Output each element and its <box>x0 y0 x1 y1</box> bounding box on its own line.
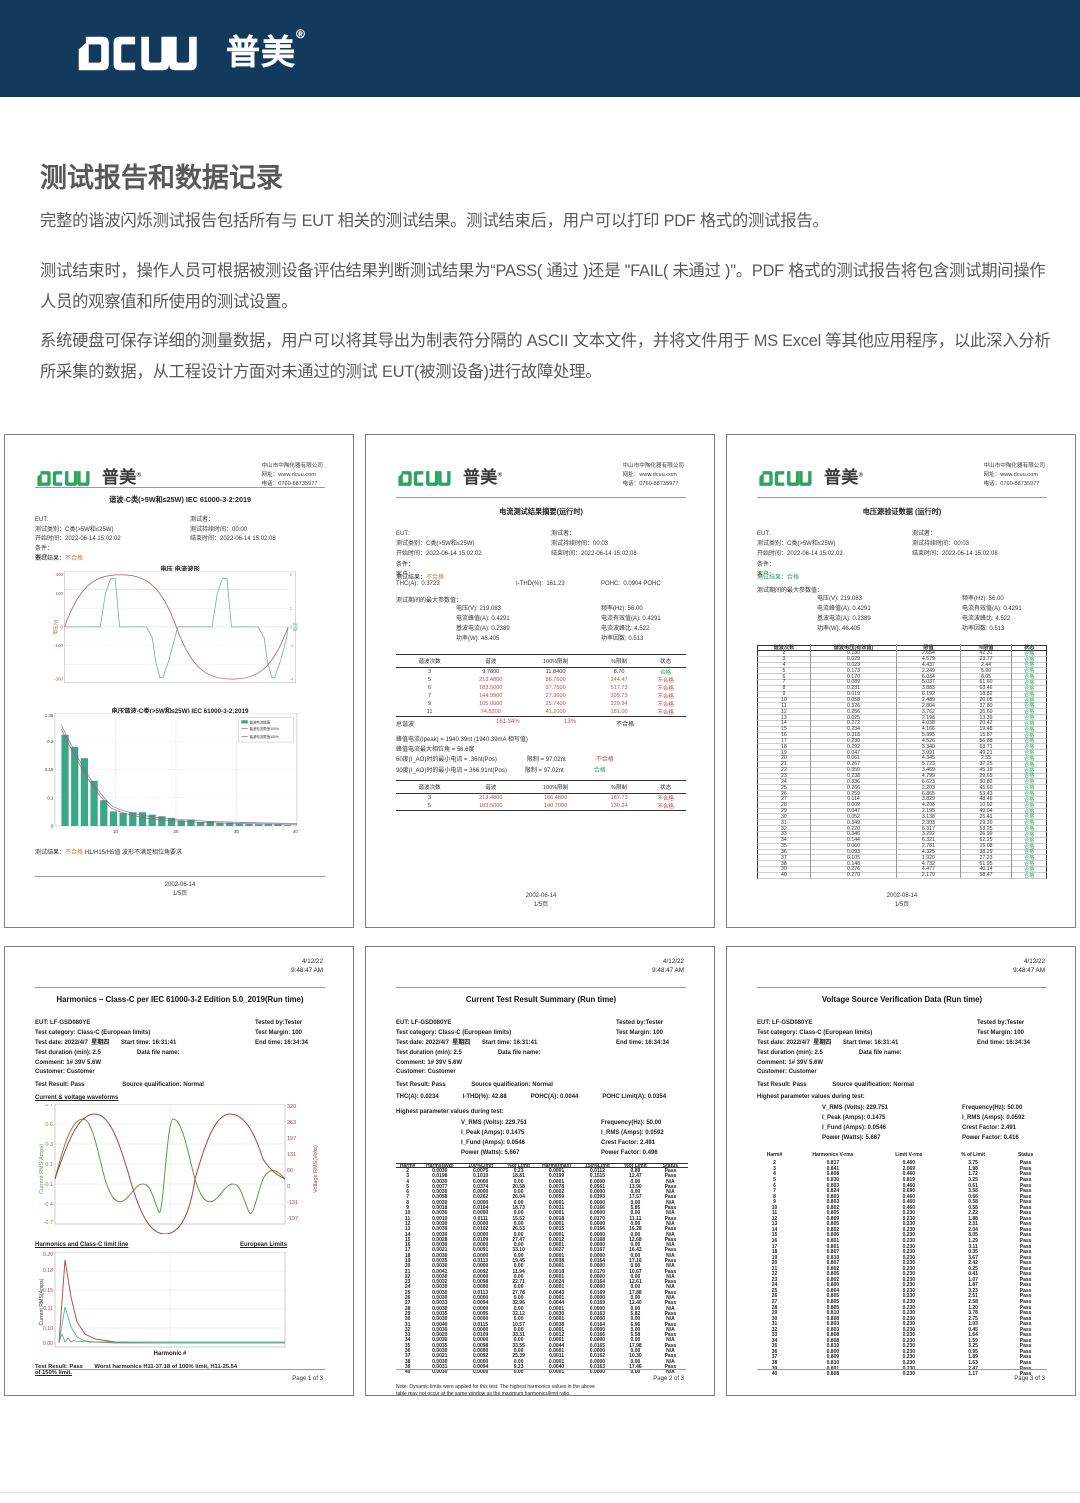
svg-text:20: 20 <box>174 829 179 834</box>
svg-text:131: 131 <box>287 1152 296 1158</box>
svg-text:0.20: 0.20 <box>43 1252 53 1258</box>
svg-text:-4: -4 <box>290 677 294 682</box>
svg-text:Current RMS(Amps): Current RMS(Amps) <box>39 1278 45 1325</box>
svg-text:263: 263 <box>287 1120 296 1126</box>
svg-text:66: 66 <box>287 1168 293 1174</box>
svg-text:0: 0 <box>51 824 54 829</box>
svg-text:0.1: 0.1 <box>45 1162 53 1168</box>
svg-text:0.6: 0.6 <box>45 1122 53 1128</box>
svg-text:320: 320 <box>287 1104 296 1110</box>
svg-text:30: 30 <box>234 829 239 834</box>
svg-text:0.1: 0.1 <box>47 795 54 800</box>
svg-text:谐波电流限值100%: 谐波电流限值100% <box>249 726 279 731</box>
svg-text:-0.4: -0.4 <box>44 1202 53 1208</box>
svg-text:197: 197 <box>287 1136 296 1142</box>
svg-text:0.00: 0.00 <box>43 1341 53 1347</box>
svg-text:1.35: 1.35 <box>45 713 54 718</box>
svg-text:0: 0 <box>287 1184 290 1190</box>
svg-text:0.7: 0.7 <box>45 1104 53 1108</box>
svg-text:0.2: 0.2 <box>47 739 54 744</box>
svg-text:谐波电流幅值: 谐波电流幅值 <box>249 719 270 724</box>
svg-text:40: 40 <box>293 829 298 834</box>
svg-text:Current RMS(Amps): Current RMS(Amps) <box>39 1144 45 1194</box>
svg-text:电流: 电流 <box>292 622 299 631</box>
svg-text:-197: -197 <box>287 1216 298 1222</box>
svg-text:0.18: 0.18 <box>43 1268 53 1274</box>
svg-text:Voltage RMS(Volts): Voltage RMS(Volts) <box>313 1145 319 1193</box>
svg-text:电压(V): 电压(V) <box>52 619 59 634</box>
svg-text:100: 100 <box>55 591 63 596</box>
svg-text:-1: -1 <box>290 643 294 648</box>
svg-text:-100: -100 <box>54 643 63 648</box>
svg-text:-131: -131 <box>287 1200 298 1206</box>
svg-text:300: 300 <box>55 572 63 577</box>
svg-text:谐波电流限值150%: 谐波电流限值150% <box>249 734 279 739</box>
svg-text:0.15: 0.15 <box>45 767 54 772</box>
svg-text:-300: -300 <box>54 677 63 682</box>
svg-text:Harmonic #: Harmonic # <box>154 1351 187 1357</box>
svg-text:0.3: 0.3 <box>45 1142 53 1148</box>
svg-text:-0.7: -0.7 <box>44 1220 53 1226</box>
svg-text:0: 0 <box>60 624 63 629</box>
svg-text:10: 10 <box>113 829 118 834</box>
svg-text:0.10: 0.10 <box>43 1326 53 1332</box>
